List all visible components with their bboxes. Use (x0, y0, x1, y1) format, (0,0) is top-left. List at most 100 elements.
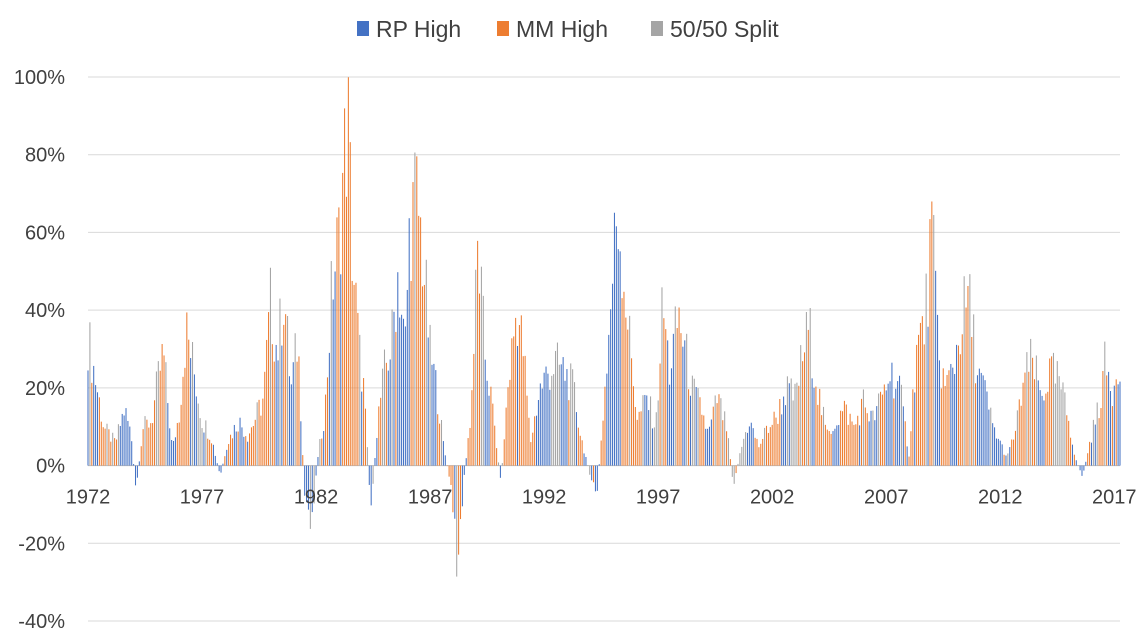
bar (610, 309, 612, 466)
bar (201, 428, 203, 466)
bars (87, 77, 1121, 577)
bar (667, 340, 669, 466)
bar (897, 381, 899, 466)
bar (393, 311, 395, 466)
bar (790, 378, 792, 466)
bar (822, 406, 825, 466)
bar (89, 322, 91, 466)
bar (752, 428, 754, 466)
bar (1115, 379, 1117, 466)
bar (456, 465, 458, 577)
bar (106, 423, 108, 466)
bar (631, 358, 633, 466)
bar (935, 270, 937, 466)
bar (1049, 358, 1051, 466)
bar (492, 403, 494, 466)
bar (807, 329, 809, 466)
bar (494, 425, 496, 466)
bar (581, 440, 583, 466)
bar (288, 376, 290, 466)
bar (598, 464, 600, 466)
bar (287, 315, 289, 466)
bar (881, 394, 883, 466)
bar (918, 334, 920, 466)
bar (144, 416, 146, 466)
bar (775, 417, 777, 466)
bar (336, 217, 338, 466)
bar (957, 345, 959, 466)
bar (285, 314, 287, 466)
bar (520, 315, 522, 466)
bar (222, 463, 224, 466)
bar (385, 362, 387, 466)
bar (663, 318, 665, 466)
bar (378, 406, 380, 466)
bar (264, 371, 266, 466)
bar (380, 397, 382, 466)
bar (313, 465, 315, 504)
legend-swatch (357, 21, 369, 36)
bar (612, 283, 614, 466)
bar (1056, 361, 1058, 466)
bar (1026, 352, 1028, 466)
bar (114, 438, 116, 466)
bar (686, 333, 688, 466)
bar (910, 431, 912, 466)
bar (1109, 391, 1112, 466)
legend-swatch (651, 21, 663, 36)
bar (273, 361, 275, 466)
bar (593, 465, 595, 483)
bar (623, 291, 625, 466)
bar (1028, 371, 1030, 466)
bar (589, 465, 591, 475)
bar (689, 395, 691, 466)
bar (233, 424, 235, 466)
bar (547, 373, 549, 466)
bar (463, 465, 465, 475)
bar (249, 433, 251, 466)
x-tick-label: 2012 (978, 487, 1023, 509)
bar (1073, 454, 1075, 466)
bar (437, 414, 439, 466)
bar (585, 456, 587, 466)
bar (239, 417, 241, 466)
bar (651, 428, 653, 466)
bar (870, 410, 872, 466)
bar (361, 391, 363, 466)
x-axis: 1972 1977 1982 1987 1992 1997 2002 2007 2012 2017 (66, 487, 1137, 509)
bar (100, 421, 102, 466)
bar (180, 404, 182, 466)
bar (973, 314, 975, 466)
bar (826, 429, 828, 466)
bar (716, 403, 718, 466)
bar (805, 312, 807, 466)
bar (553, 374, 555, 466)
y-tick-label: -20% (18, 533, 65, 555)
bar (387, 370, 389, 466)
bar (733, 465, 735, 484)
bar (995, 438, 997, 466)
bar (1005, 455, 1007, 466)
bar (967, 285, 969, 466)
bar (256, 402, 258, 466)
bar (290, 384, 292, 466)
bar (1035, 355, 1037, 466)
bar (851, 421, 853, 466)
bar (254, 419, 256, 466)
bar (1108, 371, 1110, 466)
x-tick-label: 2017 (1092, 487, 1137, 509)
bar (102, 427, 104, 466)
bar (104, 428, 106, 466)
bar (874, 420, 876, 466)
bar (849, 413, 851, 466)
bar (606, 373, 608, 466)
bar (1001, 444, 1003, 466)
bar (383, 349, 386, 466)
bar (914, 392, 916, 466)
bar (537, 399, 539, 466)
bar (171, 439, 173, 466)
bar (1062, 382, 1064, 466)
bar (741, 446, 743, 466)
bar (638, 411, 640, 466)
bar (828, 431, 830, 466)
